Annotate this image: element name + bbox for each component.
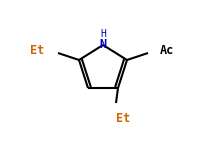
Text: Et: Et xyxy=(115,112,130,125)
Text: N: N xyxy=(99,39,106,52)
Text: Ac: Ac xyxy=(159,43,173,56)
Text: H: H xyxy=(99,29,105,39)
Text: Et: Et xyxy=(30,43,44,56)
